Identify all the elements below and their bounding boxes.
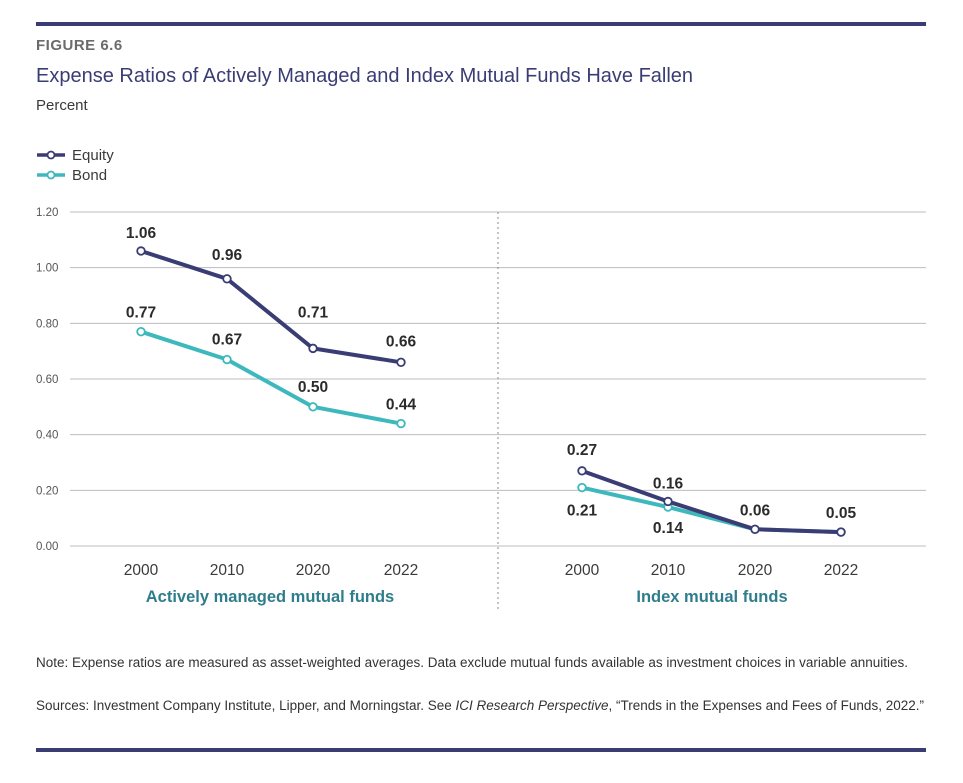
legend-item-equity: Equity xyxy=(36,145,114,165)
y-tick-label: 1.20 xyxy=(36,207,58,219)
x-tick-label: 2010 xyxy=(210,562,245,579)
data-point-equity xyxy=(308,343,318,354)
data-point-bond xyxy=(136,326,146,337)
data-point-bond xyxy=(396,418,406,429)
bond-legend-icon xyxy=(37,170,65,180)
chart-subtitle: Percent xyxy=(36,97,88,114)
x-tick-label: 2020 xyxy=(296,562,331,579)
data-point-bond xyxy=(577,482,587,493)
series-line-equity xyxy=(580,468,843,535)
chart-sources: Sources: Investment Company Institute, L… xyxy=(36,696,926,715)
data-label-bond: 0.44 xyxy=(386,397,417,414)
series-line-equity xyxy=(139,248,403,365)
chart-note: Note: Expense ratios are measured as ass… xyxy=(36,655,908,670)
data-label-equity: 1.06 xyxy=(126,225,157,242)
data-point-equity xyxy=(136,246,146,256)
x-tick-label: 2020 xyxy=(738,562,773,579)
data-label-equity: 0.66 xyxy=(386,333,417,350)
x-tick-label: 2000 xyxy=(124,562,159,579)
x-tick-label: 2000 xyxy=(565,562,600,579)
data-point-equity xyxy=(222,274,232,284)
chart-title: Expense Ratios of Actively Managed and I… xyxy=(36,65,694,87)
bottom-rule xyxy=(36,748,926,752)
chart-area: 0.00 0.20 0.40 0.60 0.80 1.00 1.20 2000 2010 2020… xyxy=(36,207,926,610)
data-label-equity: 0.27 xyxy=(567,442,597,459)
data-label-bond: 0.14 xyxy=(653,520,684,537)
data-label-equity: 0.96 xyxy=(212,247,243,264)
sources-prefix: Sources: Investment Company Institute, L… xyxy=(36,698,456,713)
y-tick-label: 0.00 xyxy=(36,541,58,553)
y-tick-label: 0.20 xyxy=(36,485,58,497)
data-point-equity xyxy=(396,357,406,367)
top-rule xyxy=(36,22,926,26)
data-point-equity xyxy=(577,466,587,476)
series-line-bond xyxy=(139,329,403,426)
data-label-bond: 0.21 xyxy=(567,503,598,520)
data-label-bond: 0.77 xyxy=(126,305,156,322)
data-label-equity: 0.06 xyxy=(740,502,771,519)
y-tick-label: 0.40 xyxy=(36,430,58,442)
sources-publication: ICI Research Perspective xyxy=(455,698,609,713)
x-tick-label: 2022 xyxy=(384,562,418,579)
legend-item-bond: Bond xyxy=(36,165,114,185)
y-tick-label: 0.60 xyxy=(36,374,58,386)
figure-label: FIGURE 6.6 xyxy=(36,37,123,54)
x-tick-label: 2010 xyxy=(651,562,686,579)
data-point-equity xyxy=(663,496,673,507)
data-point-bond xyxy=(222,354,232,365)
y-tick-label: 0.80 xyxy=(36,318,58,330)
legend: Equity Bond xyxy=(36,145,114,185)
data-point-equity xyxy=(750,524,760,534)
legend-label-equity: Equity xyxy=(72,146,114,164)
data-label-equity: 0.05 xyxy=(826,505,857,522)
legend-label-bond: Bond xyxy=(72,166,108,184)
data-label-equity: 0.71 xyxy=(298,304,329,321)
data-point-bond xyxy=(308,402,318,412)
data-label-equity: 0.16 xyxy=(653,475,684,492)
panel-label: Actively managed mutual funds xyxy=(146,588,394,606)
data-label-bond: 0.67 xyxy=(212,332,242,349)
x-tick-label: 2022 xyxy=(824,562,858,579)
panel-label: Index mutual funds xyxy=(636,588,787,606)
y-tick-label: 1.00 xyxy=(36,263,58,275)
sources-suffix: , “Trends in the Expenses and Fees of Fu… xyxy=(608,698,924,713)
equity-legend-icon xyxy=(37,150,65,160)
series-line-bond xyxy=(580,485,843,535)
data-point-equity xyxy=(836,527,846,537)
data-label-bond: 0.50 xyxy=(298,379,328,396)
